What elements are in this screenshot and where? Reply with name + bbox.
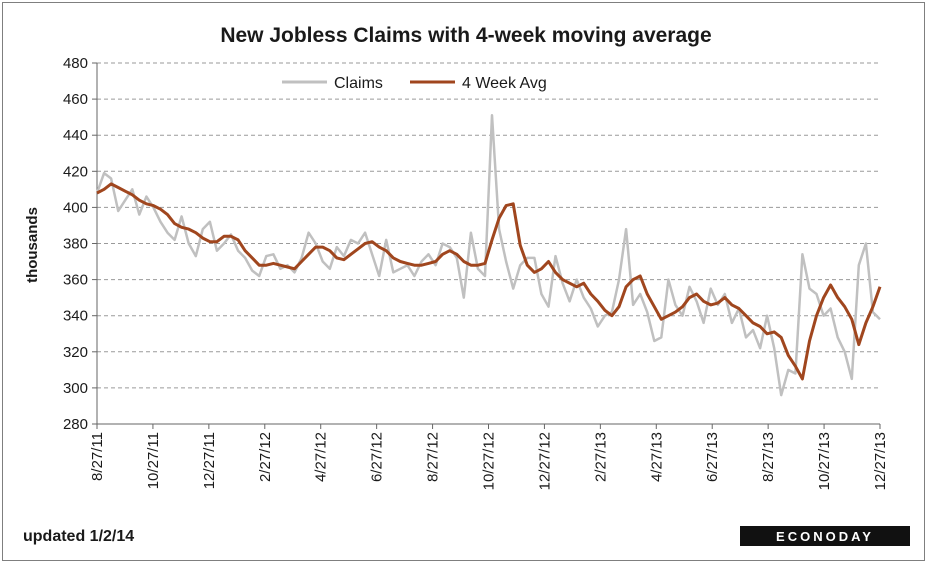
y-axis-label: thousands	[24, 207, 41, 283]
legend-claims-label: Claims	[334, 75, 383, 92]
chart-title: New Jobless Claims with 4-week moving av…	[220, 24, 711, 47]
x-tick-label: 4/27/13	[648, 432, 665, 482]
x-tick-label: 10/27/12	[481, 432, 498, 490]
x-tick-label: 4/27/12	[313, 432, 330, 482]
y-tick-label: 460	[63, 91, 88, 108]
logo-text: ECONODAY	[776, 529, 874, 544]
x-tick-label: 6/27/12	[369, 432, 386, 482]
y-tick-label: 400	[63, 199, 88, 216]
updated-note: updated 1/2/14	[23, 528, 134, 545]
x-tick-label: 8/27/11	[89, 432, 106, 481]
y-tick-label: 480	[63, 55, 88, 72]
y-tick-label: 420	[63, 163, 88, 180]
y-tick-label: 280	[63, 416, 88, 433]
claims-line	[95, 114, 881, 397]
y-tick-label: 440	[63, 127, 88, 144]
series-lines	[95, 114, 882, 397]
x-tick-label: 10/27/11	[145, 432, 162, 489]
x-tick-label: 8/27/13	[760, 432, 777, 482]
y-tick-label: 300	[63, 380, 88, 397]
y-axis: 280 300 320 340 360 380 400 420 440 460 480	[63, 55, 98, 433]
x-tick-label: 10/27/13	[816, 432, 833, 490]
x-tick-label: 2/27/12	[257, 432, 274, 482]
y-tick-label: 380	[63, 236, 88, 253]
x-axis: 8/27/11 10/27/11 12/27/11 2/27/12 4/27/12 6/2…	[89, 423, 889, 490]
x-tick-label: 12/27/12	[536, 432, 553, 490]
x-tick-label: 2/27/13	[592, 432, 609, 482]
x-tick-label: 12/27/11	[201, 432, 218, 489]
y-tick-label: 360	[63, 272, 88, 289]
x-tick-label: 12/27/13	[872, 432, 889, 490]
y-tick-label: 340	[63, 308, 88, 325]
econoday-logo: ECONODAY	[740, 526, 910, 546]
x-tick-label: 8/27/12	[425, 432, 442, 482]
legend-avg-label: 4 Week Avg	[462, 75, 547, 92]
four-week-avg-line	[96, 182, 882, 381]
y-tick-label: 320	[63, 344, 88, 361]
legend: Claims 4 Week Avg	[282, 75, 547, 92]
gridlines	[97, 62, 880, 389]
x-tick-label: 6/27/13	[704, 432, 721, 482]
